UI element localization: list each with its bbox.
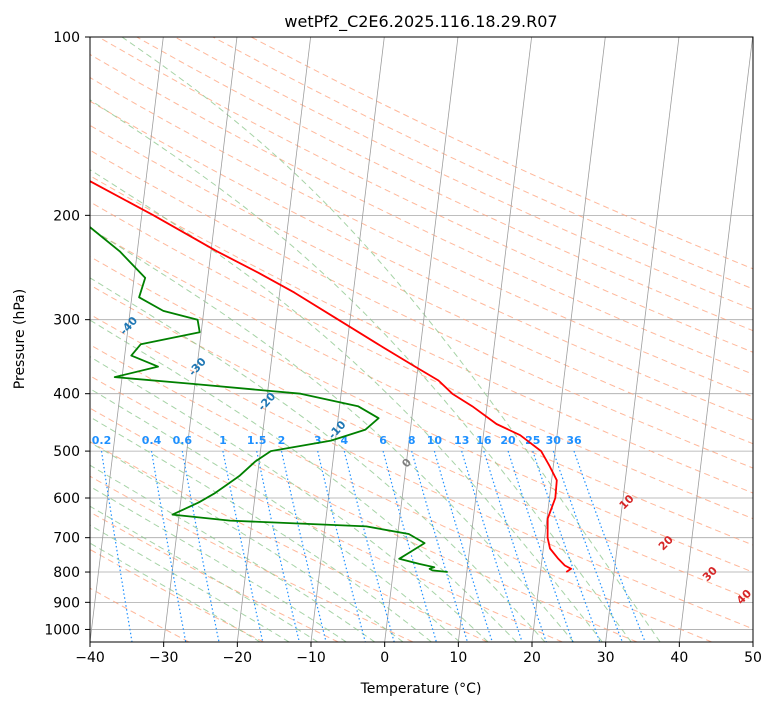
x-tick-label: 30 (597, 650, 615, 666)
mixing-ratio-label: 0.4 (142, 434, 162, 447)
mixing-ratio-label: 2 (278, 434, 286, 447)
y-tick-label: 1000 (44, 622, 80, 638)
y-tick-label: 100 (53, 30, 80, 46)
y-tick-label: 300 (53, 313, 80, 329)
x-tick-label: −40 (75, 650, 105, 666)
x-tick-label: 40 (670, 650, 688, 666)
y-tick-label: 800 (53, 565, 80, 581)
y-tick-label: 200 (53, 208, 80, 224)
y-tick-label: 400 (53, 387, 80, 403)
x-tick-label: 10 (449, 650, 467, 666)
mixing-ratio-label: 1.5 (247, 434, 267, 447)
x-tick-label: −10 (296, 650, 326, 666)
mixing-ratio-label: 0.6 (173, 434, 193, 447)
y-tick-label: 600 (53, 491, 80, 507)
y-tick-label: 900 (53, 595, 80, 611)
mixing-ratio-label: 16 (476, 434, 492, 447)
y-tick-label: 700 (53, 531, 80, 547)
x-tick-label: 20 (523, 650, 541, 666)
mixing-ratio-label: 3 (314, 434, 322, 447)
x-tick-label: 50 (744, 650, 762, 666)
mixing-ratio-label: 10 (427, 434, 443, 447)
mixing-ratio-label: 6 (379, 434, 387, 447)
y-axis-label: Pressure (hPa) (12, 289, 28, 389)
x-tick-label: 0 (380, 650, 389, 666)
mixing-ratio-label: 0.2 (92, 434, 112, 447)
x-tick-label: −20 (223, 650, 253, 666)
x-tick-label: −30 (149, 650, 179, 666)
x-axis-label: Temperature (°C) (360, 681, 482, 697)
mixing-ratio-label: 13 (454, 434, 469, 447)
y-tick-label: 500 (53, 444, 80, 460)
mixing-ratio-label: 20 (500, 434, 516, 447)
mixing-ratio-label: 30 (546, 434, 562, 447)
mixing-ratio-label: 8 (408, 434, 416, 447)
chart-title: wetPf2_C2E6.2025.116.18.29.R07 (284, 12, 557, 32)
mixing-ratio-label: 36 (566, 434, 582, 447)
mixing-ratio-label: 1 (219, 434, 227, 447)
